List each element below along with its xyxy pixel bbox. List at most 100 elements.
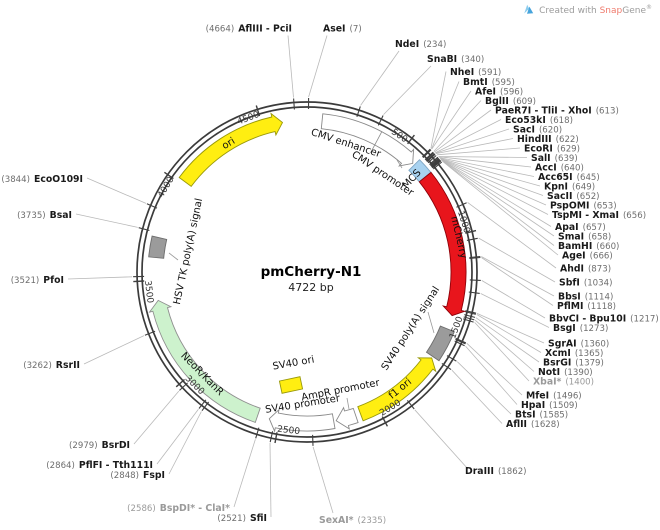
feature-ampr-promoter — [335, 406, 359, 430]
site-tick — [406, 400, 415, 410]
scale-tick — [255, 105, 261, 117]
enzyme-label: KpnI (649) — [544, 182, 595, 193]
feature-neor-kanr — [148, 299, 261, 423]
leader-line — [414, 409, 469, 470]
plasmid-backbone-ring — [136, 101, 478, 443]
leader-line — [476, 313, 545, 344]
plasmid-backbone-ring — [141, 106, 473, 438]
site-tick — [464, 311, 476, 315]
site-tick — [468, 291, 480, 294]
feature-mcherry — [418, 171, 467, 317]
enzyme-label: Acc65I (645) — [538, 172, 600, 183]
leader-line — [442, 160, 559, 256]
enzyme-label: (2979) BsrDI — [69, 440, 130, 451]
enzyme-label: PspOMI (653) — [550, 201, 617, 212]
plasmid-name: pmCherry-N1 — [261, 264, 362, 280]
site-tick — [422, 149, 432, 158]
leader-line — [478, 237, 556, 283]
enzyme-label: EcoRI (629) — [524, 144, 580, 155]
leader-line — [430, 71, 447, 149]
leader-line — [75, 213, 138, 228]
site-tick — [469, 256, 481, 260]
leader-line — [233, 439, 256, 508]
leader-line — [269, 442, 272, 518]
site-tick — [269, 431, 274, 443]
enzyme-label: HindIII (622) — [517, 134, 579, 145]
enzyme-label: PflMI (1118) — [557, 301, 616, 312]
leader-line — [434, 109, 492, 153]
leader-line — [435, 119, 502, 154]
enzyme-label: NheI (591) — [450, 67, 501, 78]
scale-tick — [407, 134, 415, 145]
plasmid-size: 4722 bp — [288, 281, 333, 294]
site-tick — [465, 310, 477, 314]
enzyme-label: (3735) BsaI — [17, 210, 72, 221]
site-tick — [198, 399, 207, 409]
enzyme-label: (3844) EcoO109I — [1, 174, 83, 185]
enzyme-label: ApaI (657) — [555, 222, 606, 233]
site-tick — [454, 340, 465, 347]
enzyme-label: XbaI* (1400) — [533, 377, 594, 388]
site-tick — [356, 106, 361, 117]
brand-accent: Snap — [599, 5, 623, 16]
scale-tick — [381, 416, 389, 427]
feature-f1-ori — [357, 357, 437, 422]
enzyme-label: (3521) PfoI — [11, 275, 64, 286]
snapgene-credit: Created with SnapGene® — [522, 3, 652, 16]
feature-divider — [370, 131, 383, 154]
feature-leader-line — [427, 311, 435, 334]
enzyme-label: BsrGI (1379) — [543, 358, 604, 369]
site-tick — [425, 152, 435, 161]
enzyme-label: (2864) PflFI - Tth111I — [46, 460, 153, 471]
enzyme-label: BglII (609) — [485, 96, 536, 107]
enzyme-label: SnaBI (340) — [427, 54, 484, 65]
enzyme-label: Eco53kI (618) — [505, 115, 573, 126]
site-tick — [441, 362, 452, 371]
enzyme-label: HpaI (1509) — [521, 400, 578, 411]
enzyme-label: TspMI - XmaI (656) — [552, 210, 646, 221]
site-tick — [462, 318, 474, 323]
leader-line — [439, 157, 541, 187]
enzyme-label: AseI (7) — [323, 24, 362, 35]
scale-tick — [465, 229, 477, 234]
enzyme-label: AccI (640) — [535, 163, 584, 174]
enzyme-label: AfeI (596) — [475, 87, 523, 98]
site-tick — [377, 115, 384, 126]
feature-leader-line — [168, 252, 179, 261]
enzyme-label: BtsI (1585) — [515, 410, 568, 421]
enzyme-label: SbfI (1034) — [559, 278, 612, 289]
enzyme-label: BsgI (1273) — [553, 323, 608, 334]
scale-tick — [455, 338, 466, 345]
leader-line — [383, 65, 432, 115]
site-tick — [422, 148, 431, 158]
enzyme-label: SexAI* (2335) — [319, 515, 386, 526]
leader-line — [476, 314, 542, 353]
site-tick — [138, 227, 150, 232]
enzyme-label: BamHI (660) — [558, 241, 619, 252]
leader-line — [474, 319, 535, 372]
enzyme-label: (3262) RsrII — [23, 360, 80, 371]
feature-cmv — [320, 113, 415, 167]
enzyme-label: (2848) FspI — [110, 470, 165, 481]
site-tick — [426, 153, 436, 163]
scale-tick — [163, 171, 174, 180]
enzyme-label: DraIII (1862) — [465, 466, 527, 477]
enzyme-label: NotI (1390) — [538, 367, 593, 378]
leader-line — [466, 343, 523, 396]
feature-leader-line — [346, 397, 350, 410]
leader-line — [467, 202, 557, 269]
enzyme-label: BbsI (1114) — [558, 292, 613, 303]
leader-line — [481, 280, 546, 319]
site-tick — [469, 279, 481, 281]
site-tick — [429, 157, 440, 166]
leader-line — [440, 159, 552, 227]
feature-ori — [178, 112, 284, 188]
site-tick — [455, 337, 467, 344]
site-tick — [466, 237, 478, 241]
feature-label-hsv-tk-polya: HSV TK poly(A) signal — [172, 197, 205, 305]
site-tick — [430, 158, 440, 167]
site-tick — [469, 256, 481, 259]
enzyme-label: SmaI (658) — [558, 232, 611, 243]
enzyme-label: BmtI (595) — [463, 77, 515, 88]
